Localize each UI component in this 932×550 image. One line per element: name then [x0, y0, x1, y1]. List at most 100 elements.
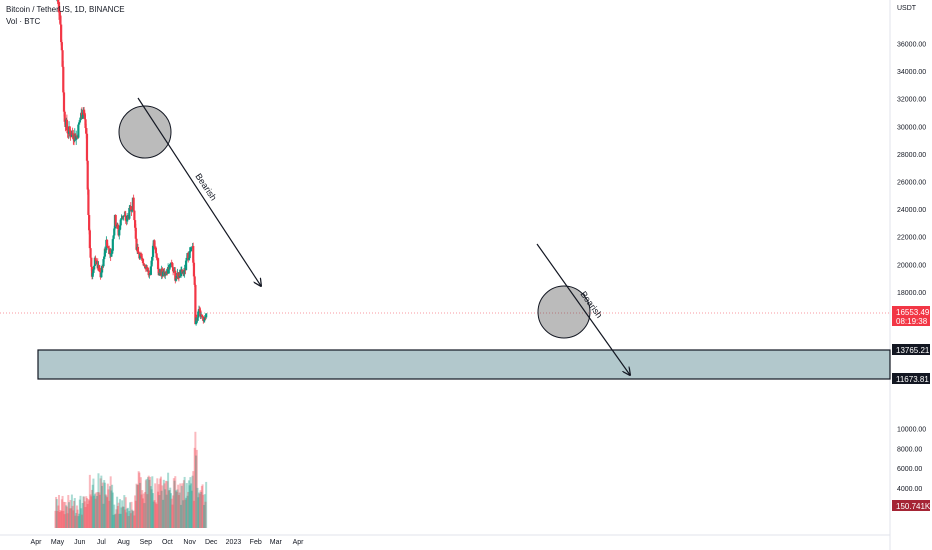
volume-tag[interactable]: 150.741K: [892, 500, 931, 511]
volume-bar: [202, 494, 205, 528]
candle-body: [72, 134, 75, 140]
candle-body: [78, 120, 81, 123]
candle-body: [185, 258, 188, 261]
level-bottom-tag[interactable]: 11673.81: [892, 373, 930, 384]
volume-bar: [66, 513, 69, 528]
volume-bar: [167, 472, 170, 528]
volume-bar: [101, 482, 104, 528]
volume-bar: [62, 510, 65, 528]
time-tick-label: 2023: [226, 539, 242, 546]
volume-bar: [144, 480, 147, 528]
volume-bar: [147, 477, 150, 528]
bearish-arrow-2[interactable]: [536, 243, 630, 375]
volume-bar: [150, 489, 153, 528]
volume-tick-label: 6000.00: [897, 466, 922, 473]
candle-body: [110, 253, 113, 257]
last-price-value: 16553.49: [896, 308, 930, 317]
candle-body: [61, 50, 64, 67]
volume-bar: [92, 478, 95, 528]
candle-body: [157, 269, 160, 276]
volume-bar: [121, 506, 124, 528]
volume-bar: [144, 491, 147, 528]
candle-body: [151, 245, 155, 257]
volume-bar: [124, 497, 127, 528]
candle-body: [69, 131, 72, 137]
consolidation-circle-2[interactable]: [537, 285, 591, 339]
volume-bar: [95, 492, 98, 528]
volume-bar: [103, 480, 106, 528]
time-tick-label: Dec: [205, 539, 218, 546]
volume-bar: [194, 431, 197, 528]
volume-value: 150.741K: [896, 502, 931, 511]
volume-bar: [139, 482, 142, 528]
volume-bar: [70, 494, 73, 528]
candle-body: [84, 119, 87, 129]
candle-body: [154, 246, 157, 248]
volume-bar: [123, 495, 126, 528]
volume-bar: [148, 479, 151, 528]
volume-bar: [178, 492, 181, 528]
volume-bar: [82, 496, 85, 528]
candle-body: [75, 135, 78, 140]
candle-body: [62, 92, 66, 112]
volume-bar: [100, 475, 103, 528]
volume-bar: [101, 485, 104, 528]
volume-bar: [143, 503, 146, 528]
volume-bar: [57, 494, 60, 528]
symbol-title[interactable]: Bitcoin / TetherUS, 1D, BINANCE: [6, 5, 125, 14]
volume-bar: [173, 480, 176, 528]
candle-body: [88, 215, 91, 231]
volume-bar: [74, 515, 77, 528]
candle-body: [174, 278, 178, 281]
candle-body: [58, 12, 61, 16]
candle-body: [118, 225, 122, 230]
volume-bar: [76, 509, 79, 528]
volume-bar: [55, 496, 58, 528]
time-tick-label: Sep: [140, 539, 153, 546]
volume-bar: [180, 485, 183, 528]
last-price-tag[interactable]: 16553.49 08:19:38: [892, 306, 930, 326]
volume-bar: [130, 501, 133, 528]
time-tick-label: Oct: [162, 539, 173, 546]
consolidation-circle-1[interactable]: [118, 105, 172, 159]
volume-bar: [157, 484, 160, 528]
candle-body: [204, 317, 207, 318]
plot-area[interactable]: [0, 0, 890, 535]
candle-body: [174, 270, 177, 281]
candle-body: [92, 269, 95, 273]
volume-bar: [139, 477, 142, 528]
volume-bar: [120, 507, 123, 528]
volume-bar: [152, 501, 155, 528]
volume-bar: [118, 513, 121, 528]
volume-bar: [116, 496, 119, 528]
volume-bar: [87, 499, 90, 528]
candle-body: [75, 135, 79, 137]
candle-body: [199, 310, 202, 317]
volume-bar: [93, 495, 96, 528]
candle-body: [71, 133, 74, 135]
volume-bar: [147, 475, 150, 528]
candle-body: [156, 258, 160, 270]
candle-body: [108, 248, 111, 254]
volume-bar: [96, 495, 99, 528]
volume-bar: [159, 476, 162, 528]
volume-bar: [161, 485, 164, 528]
level-top-tag[interactable]: 13765.21: [892, 344, 930, 355]
candle-body: [105, 239, 109, 246]
volume-bar: [131, 509, 134, 528]
time-tick-label: Apr: [293, 539, 305, 546]
candle-body: [150, 260, 153, 267]
candle-body: [169, 262, 173, 265]
volume-bar: [199, 490, 202, 528]
volume-bar: [83, 496, 86, 528]
volume-bar: [86, 504, 89, 528]
volume-bar: [96, 492, 99, 528]
bearish-arrow-1[interactable]: [137, 97, 261, 286]
volume-bar: [109, 476, 112, 528]
candle-body: [171, 263, 174, 268]
candle-body: [63, 111, 66, 122]
support-zone[interactable]: [37, 349, 891, 380]
volume-bar: [149, 486, 152, 528]
volume-bar: [145, 478, 148, 528]
